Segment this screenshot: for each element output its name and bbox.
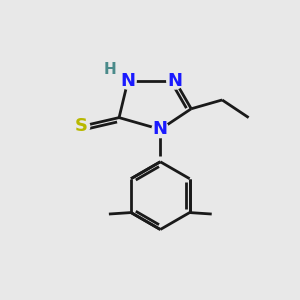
Text: N: N: [120, 72, 135, 90]
Circle shape: [152, 121, 169, 138]
Text: N: N: [167, 72, 182, 90]
Text: S: S: [74, 117, 87, 135]
Circle shape: [167, 73, 183, 89]
Text: N: N: [153, 120, 168, 138]
Circle shape: [120, 73, 136, 89]
Text: H: H: [103, 62, 116, 77]
Circle shape: [72, 118, 90, 135]
